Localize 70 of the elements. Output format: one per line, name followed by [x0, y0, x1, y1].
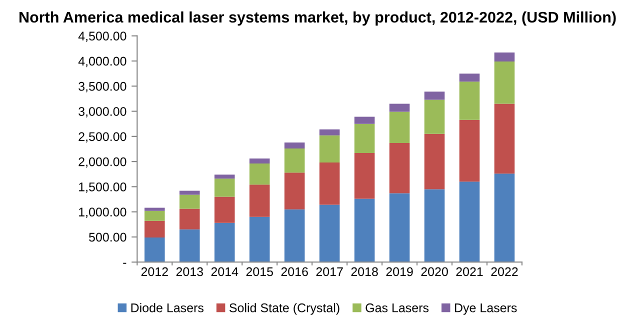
- x-tick-label: 2012: [141, 267, 168, 276]
- bar: [249, 158, 270, 164]
- bar: [249, 164, 270, 185]
- bar: [319, 129, 340, 136]
- bar: [214, 178, 235, 197]
- x-tick-label: 2017: [316, 267, 343, 276]
- x-tick-label: 2021: [456, 267, 483, 276]
- x-tick-label: 2022: [491, 267, 518, 276]
- bar: [144, 208, 165, 211]
- bar: [459, 182, 480, 262]
- bar: [179, 194, 200, 209]
- bar: [214, 222, 235, 262]
- legend-label: Gas Lasers: [366, 303, 429, 312]
- bar: [494, 52, 515, 62]
- bar: [424, 189, 445, 262]
- bar: [214, 196, 235, 223]
- bar: [424, 92, 445, 100]
- bar: [459, 74, 480, 82]
- x-tick-label: 2019: [386, 267, 413, 276]
- bar: [389, 112, 410, 143]
- y-tick-label: -: [123, 262, 126, 264]
- bar: [144, 220, 165, 238]
- y-tick-label: 1,000.00: [79, 208, 126, 218]
- y-tick-label: 1,500.00: [79, 182, 126, 193]
- x-tick-label: 2015: [246, 267, 273, 276]
- x-tick-label: 2014: [211, 267, 238, 276]
- bar: [284, 148, 305, 173]
- bar: [354, 153, 375, 199]
- chart-title: North America medical laser systems market, by product, 2012-2022, (USD Million): [20, 11, 616, 26]
- bar: [319, 204, 340, 262]
- x-tick-label: 2016: [281, 267, 308, 276]
- bar: [284, 142, 305, 148]
- y-tick-label: 4,000.00: [78, 56, 126, 68]
- bar: [494, 174, 515, 262]
- bar: [284, 172, 305, 210]
- y-tick-label: 3,000.00: [78, 107, 126, 118]
- legend-label: Dye Lasers: [455, 304, 517, 315]
- bar: [284, 209, 305, 262]
- bar: [249, 216, 270, 262]
- bar: [389, 142, 410, 194]
- bar: [144, 237, 165, 262]
- bar: [214, 174, 235, 179]
- bar: [494, 62, 515, 104]
- legend-label: Solid State (Crystal): [230, 303, 340, 315]
- bar: [354, 124, 375, 154]
- y-tick-label: 4,500.00: [78, 32, 126, 42]
- legend-label: Diode Lasers: [131, 303, 204, 312]
- bar: [459, 120, 480, 182]
- bar: [424, 134, 445, 190]
- bar: [179, 229, 200, 262]
- bar: [319, 162, 340, 205]
- bar: [144, 210, 165, 221]
- bar: [389, 104, 410, 112]
- y-tick-label: 500.00: [89, 232, 126, 242]
- bar: [354, 198, 375, 262]
- bar: [389, 193, 410, 262]
- x-tick-label: 2013: [176, 267, 203, 276]
- bar: [459, 82, 480, 120]
- y-tick-label: 2,500.00: [78, 132, 126, 143]
- x-tick-label: 2018: [351, 267, 378, 276]
- bar: [354, 116, 375, 124]
- bar: [249, 184, 270, 217]
- bar: [179, 208, 200, 230]
- bar: [494, 104, 515, 174]
- x-tick-label: 2020: [421, 267, 448, 276]
- bar: [179, 190, 200, 195]
- y-tick-label: 2,000.00: [78, 157, 126, 168]
- y-tick-label: 3,500.00: [78, 82, 126, 92]
- bar: [424, 100, 445, 134]
- bar: [319, 135, 340, 163]
